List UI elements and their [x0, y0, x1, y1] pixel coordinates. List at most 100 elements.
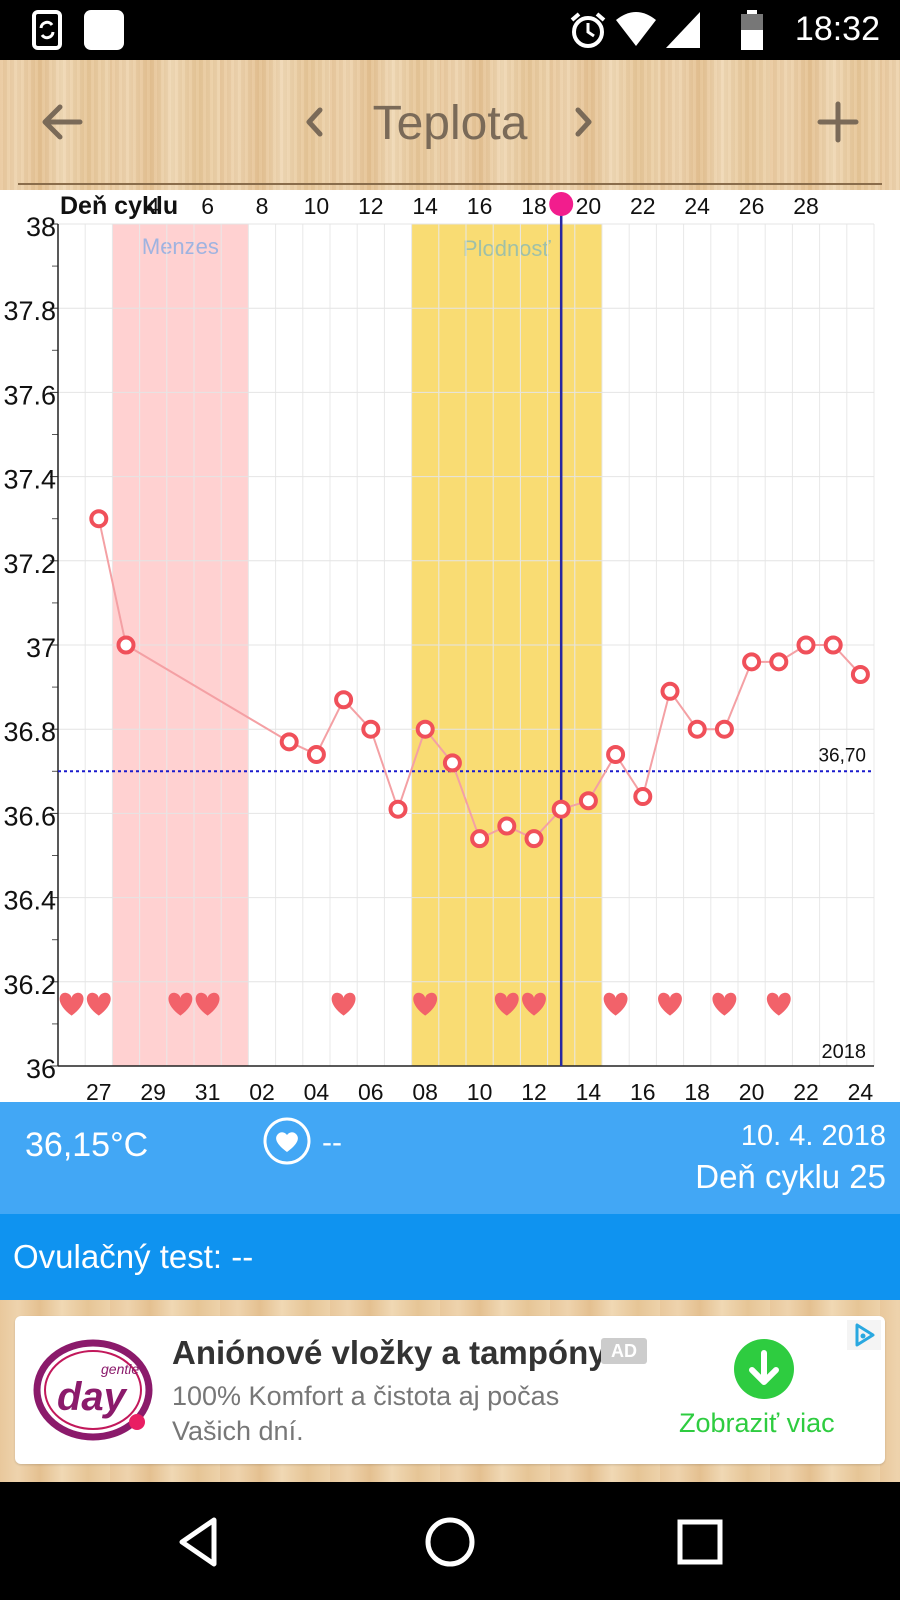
temperature-point — [714, 719, 734, 739]
heart-icon — [168, 992, 193, 1016]
y-tick-label: 36 — [26, 1054, 56, 1084]
temperature-point — [306, 744, 326, 764]
bottom-tick-label: 02 — [249, 1079, 275, 1102]
top-tick-label: 4 — [147, 193, 160, 219]
clock: 18:32 — [794, 10, 880, 48]
bottom-tick-label: 08 — [412, 1079, 438, 1102]
chart-canvas[interactable]: Menzes Plodnosť 36,70 38 37.8 37.6 37.4 37.2 3… — [0, 190, 900, 1105]
heart-icon — [331, 992, 356, 1016]
heart-value: -- — [322, 1126, 342, 1159]
today-dot — [549, 192, 574, 216]
app-bar: Teplota — [0, 60, 900, 190]
next-chart-chevron-icon[interactable] — [568, 104, 598, 140]
cellular-signal-icon — [666, 12, 700, 48]
bottom-tick-label: 12 — [521, 1079, 547, 1102]
heart-icon — [195, 992, 220, 1016]
temperature-point — [606, 744, 626, 764]
wifi-icon — [616, 12, 656, 46]
temperature-point — [388, 799, 408, 819]
temperature-point — [415, 719, 435, 739]
year-label: 2018 — [822, 1041, 867, 1063]
bottom-tick-label: 04 — [304, 1079, 330, 1102]
y-tick-label: 36.8 — [3, 717, 56, 747]
cycle-day-label: Deň cyklu 25 — [695, 1158, 886, 1195]
ovulation-test-bar[interactable]: Ovulačný test: -- — [0, 1214, 900, 1300]
ovulation-test-label: Ovulačný test: -- — [13, 1238, 254, 1275]
temperature-point — [334, 690, 354, 710]
prev-chart-chevron-icon[interactable] — [300, 104, 330, 140]
temperature-point — [89, 509, 109, 529]
temperature-point — [551, 799, 571, 819]
temperature-point — [742, 652, 762, 672]
bottom-tick-label: 14 — [576, 1079, 602, 1102]
logo-small-text: gentle — [101, 1361, 139, 1377]
ad-line-1: 100% Komfort a čistota aj počas — [172, 1381, 560, 1411]
logo-big-text: day — [57, 1375, 128, 1419]
heart-icon — [86, 992, 111, 1016]
y-tick-label: 37 — [26, 633, 56, 663]
top-tick-label: 12 — [358, 193, 384, 219]
temperature-point — [470, 829, 490, 849]
selected-date: 10. 4. 2018 — [740, 1120, 886, 1152]
navigation-bar — [0, 1482, 900, 1600]
battery-icon — [741, 10, 763, 50]
top-tick-label: 28 — [793, 193, 819, 219]
temperature-point — [524, 829, 544, 849]
temperature-point — [769, 652, 789, 672]
ad-cta[interactable]: Zobraziť viac — [679, 1408, 835, 1438]
temperature-point — [660, 681, 680, 701]
y-tick-label: 36.4 — [3, 886, 56, 916]
alarm-icon — [570, 12, 606, 48]
temperature-value: 36,15°C — [25, 1126, 149, 1164]
temperature-chart[interactable]: Menzes Plodnosť 36,70 38 37.8 37.6 37.4 37.2 3… — [0, 190, 900, 1105]
top-tick-label: 16 — [467, 193, 493, 219]
temperature-point — [279, 732, 299, 752]
fertility-label: Plodnosť — [463, 236, 552, 261]
bottom-tick-label: 27 — [86, 1079, 112, 1102]
temperature-point — [850, 664, 870, 684]
heart-icon — [522, 992, 546, 1016]
top-tick-label: 26 — [739, 193, 765, 219]
temperature-point — [361, 719, 381, 739]
top-tick-label: 8 — [256, 193, 269, 219]
top-axis-title: Deň cyklu — [60, 192, 178, 220]
add-icon[interactable] — [814, 98, 862, 146]
heart-icon — [494, 992, 519, 1016]
y-tick-label: 38 — [26, 212, 56, 242]
status-bar: 18:32 — [0, 0, 900, 60]
top-tick-label: 6 — [201, 193, 214, 219]
y-tick-label: 37.8 — [3, 296, 56, 326]
top-tick-label: 10 — [304, 193, 330, 219]
y-tick-label: 37.4 — [3, 465, 56, 495]
heart-icon — [658, 992, 682, 1016]
sync-phone-icon — [32, 10, 62, 50]
reference-label: 36,70 — [818, 745, 866, 766]
bottom-tick-label: 16 — [630, 1079, 656, 1102]
temperature-point — [796, 635, 816, 655]
page-title: Teplota — [372, 97, 528, 150]
ad-container: gentle day Aniónové vložky a tampóny AD … — [0, 1300, 900, 1482]
bottom-tick-label: 24 — [848, 1079, 874, 1102]
temperature-point — [823, 635, 843, 655]
download-circle-icon[interactable] — [733, 1338, 795, 1400]
adchoices-icon[interactable] — [847, 1320, 881, 1350]
ad-banner[interactable]: gentle day Aniónové vložky a tampóny AD … — [15, 1316, 885, 1464]
temperature-point — [687, 719, 707, 739]
day-info-bar[interactable]: 36,15°C -- 10. 4. 2018 Deň cyklu 25 — [0, 1102, 900, 1214]
heart-icon — [766, 992, 791, 1016]
ad-title[interactable]: Aniónové vložky a tampóny — [172, 1334, 607, 1371]
heart-icon — [59, 992, 84, 1016]
appbar-divider — [18, 183, 882, 185]
nav-home-icon[interactable] — [420, 1512, 480, 1572]
nav-back-icon[interactable] — [170, 1512, 230, 1572]
temperature-point — [578, 791, 598, 811]
menses-label: Menzes — [142, 234, 219, 259]
heart-icon — [712, 992, 737, 1016]
temperature-point — [116, 635, 136, 655]
nav-recents-icon[interactable] — [670, 1512, 730, 1572]
back-arrow-icon[interactable] — [38, 98, 86, 146]
bottom-tick-label: 31 — [195, 1079, 221, 1102]
ad-badge: AD — [601, 1338, 647, 1364]
heart-circle-icon[interactable] — [262, 1116, 312, 1166]
notification-icon — [84, 10, 124, 50]
